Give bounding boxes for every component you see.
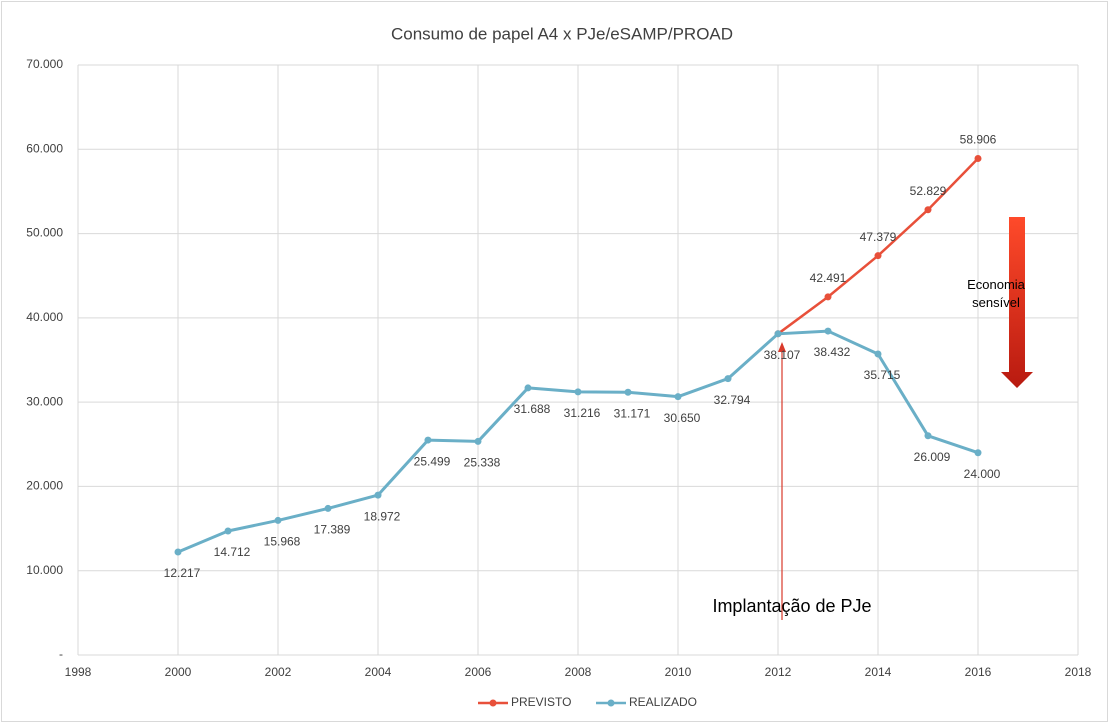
point [974, 449, 982, 457]
x-tick-label: 2012 [765, 665, 792, 679]
annotation: Implantação de PJe [712, 596, 871, 616]
x-tick-label: 2010 [665, 665, 692, 679]
data-label: 31.216 [564, 406, 601, 420]
data-label: 15.968 [264, 535, 301, 549]
x-tick-label: 2004 [365, 665, 392, 679]
y-tick-label: 60.000 [26, 141, 63, 155]
legend-marker [489, 699, 497, 707]
x-tick-label: 2000 [165, 665, 192, 679]
point [624, 388, 632, 396]
legend-marker [607, 699, 615, 707]
point [224, 527, 232, 535]
data-label: 17.389 [314, 523, 351, 537]
data-label: 32.794 [714, 393, 751, 407]
data-label: 42.491 [810, 271, 847, 285]
y-tick-label: 70.000 [26, 57, 63, 71]
data-label: 31.171 [614, 406, 651, 420]
x-tick-label: 2002 [265, 665, 292, 679]
y-tick-label: 20.000 [26, 479, 63, 493]
data-label: 12.217 [164, 566, 201, 580]
y-tick-label: 50.000 [26, 226, 63, 240]
point [824, 327, 832, 335]
x-tick-label: 2014 [865, 665, 892, 679]
data-label: 38.432 [814, 345, 851, 359]
x-tick-label: 2016 [965, 665, 992, 679]
point [324, 504, 332, 512]
data-label: 35.715 [864, 368, 901, 382]
point [924, 206, 932, 214]
y-tick-label: - [59, 647, 63, 661]
point [524, 384, 532, 392]
data-label: 30.650 [664, 411, 701, 425]
point [824, 293, 832, 301]
legend-label: REALIZADO [629, 695, 697, 709]
data-label: 26.009 [914, 450, 951, 464]
grid [77, 64, 1079, 656]
y-tick-label: 30.000 [26, 394, 63, 408]
x-tick-label: 2006 [465, 665, 492, 679]
x-tick-label: 2008 [565, 665, 592, 679]
data-label: 47.379 [860, 230, 897, 244]
data-label: 25.338 [464, 456, 501, 470]
point [274, 516, 282, 524]
point [874, 252, 882, 260]
point [174, 548, 182, 556]
data-label: 18.972 [364, 509, 401, 523]
data-label: 25.499 [414, 454, 451, 468]
point [874, 350, 882, 358]
annotation: Economia sensível [967, 277, 1025, 310]
data-label: 52.829 [910, 184, 947, 198]
x-tick-label: 2018 [1065, 665, 1092, 679]
legend-label: PREVISTO [511, 695, 571, 709]
point [774, 330, 782, 338]
data-label: 58.906 [960, 133, 997, 147]
y-tick-label: 40.000 [26, 310, 63, 324]
point [974, 155, 982, 163]
point [674, 393, 682, 401]
chart-title: Consumo de papel A4 x PJe/eSAMP/PROAD [391, 24, 733, 43]
economy-arrow [1001, 217, 1033, 388]
point [424, 436, 432, 444]
data-label: 38.107 [764, 348, 801, 362]
annotation-arrow-head [778, 342, 786, 352]
y-tick-label: 10.000 [26, 563, 63, 577]
point [374, 491, 382, 499]
point [474, 437, 482, 445]
data-label: 31.688 [514, 402, 551, 416]
point [924, 432, 932, 440]
data-label: 14.712 [214, 545, 251, 559]
point [574, 388, 582, 396]
data-label: 24.000 [964, 467, 1001, 481]
point [724, 375, 732, 383]
x-tick-label: 1998 [65, 665, 92, 679]
